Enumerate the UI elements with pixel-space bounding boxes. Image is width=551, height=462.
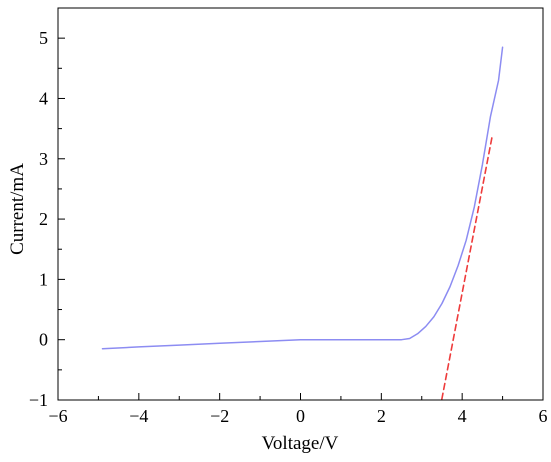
series-layer bbox=[101, 46, 504, 400]
y-tick-label: 2 bbox=[39, 209, 48, 229]
y-tick-label: −1 bbox=[29, 390, 48, 410]
y-tick-label: 5 bbox=[39, 28, 48, 48]
y-tick-label: 0 bbox=[39, 330, 48, 350]
plot-frame bbox=[57, 7, 544, 401]
x-tick-label: 6 bbox=[539, 406, 548, 426]
tangent-line-dashed bbox=[440, 133, 494, 400]
x-tick-label: −2 bbox=[210, 406, 229, 426]
x-axis-title: Voltage/V bbox=[262, 433, 339, 454]
y-tick-label: 4 bbox=[39, 88, 48, 108]
axes-layer: −6 −4 −2 0 2 4 6 −1 0 1 2 3 4 5 bbox=[29, 7, 548, 426]
y-tick-label: 1 bbox=[39, 269, 48, 289]
x-tick-label: −6 bbox=[48, 406, 67, 426]
iv-curve-line bbox=[101, 46, 504, 350]
x-tick-label: −4 bbox=[129, 406, 148, 426]
y-tick-label: 3 bbox=[39, 149, 48, 169]
x-tick-label: 2 bbox=[377, 406, 386, 426]
y-axis-title: Current/mA bbox=[7, 163, 28, 255]
x-tick-label: 0 bbox=[296, 406, 305, 426]
x-tick-label: 4 bbox=[458, 406, 467, 426]
